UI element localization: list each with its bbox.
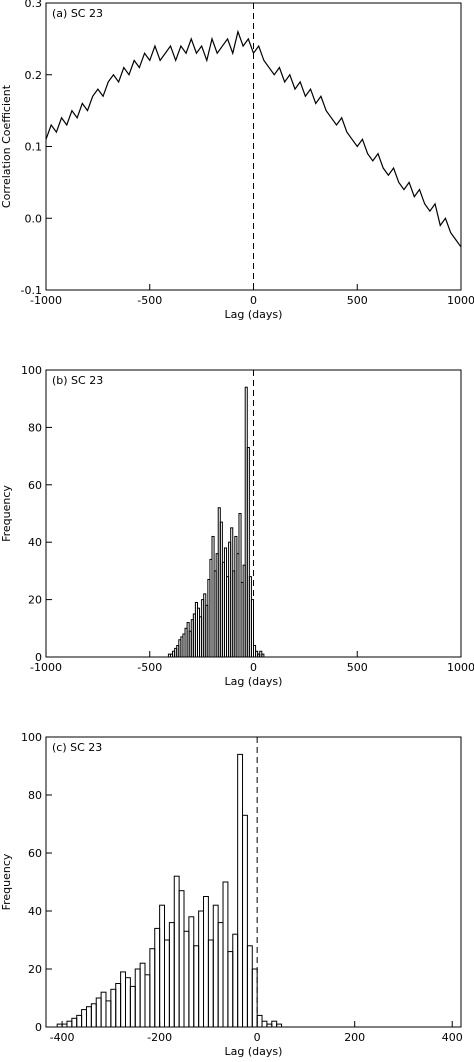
y-tick-label: 0.0 (25, 212, 43, 225)
x-tick-label: 500 (347, 661, 368, 674)
y-tick-label: 20 (28, 594, 42, 607)
x-tick-label: -1000 (30, 294, 62, 307)
y-tick-label: 60 (28, 847, 42, 860)
x-tick-label: 1000 (447, 661, 474, 674)
y-tick-label: 40 (28, 905, 42, 918)
histogram-bar (164, 939, 170, 1028)
histogram-bar (178, 890, 185, 1028)
data-line (45, 29, 462, 248)
y-tick-label: 100 (21, 731, 42, 744)
y-tick-label: 60 (28, 479, 42, 492)
histogram-bar (276, 1023, 283, 1028)
y-tick-label: 80 (28, 421, 42, 434)
histogram-bar (134, 968, 141, 1028)
panel-label: (c) SC 23 (52, 741, 102, 754)
histogram-bar (251, 968, 258, 1028)
panel-label: (a) SC 23 (52, 7, 103, 20)
x-axis-label: Lag (days) (225, 675, 283, 688)
histogram-bar (250, 599, 255, 658)
y-tick-label: -0.1 (21, 284, 42, 297)
plot-frame (45, 736, 462, 1028)
histogram-bar (188, 916, 195, 1028)
histogram-bar (193, 945, 200, 1028)
y-tick-label: 0 (35, 1021, 42, 1034)
histogram-bar (203, 896, 209, 1028)
x-tick-label: -500 (137, 661, 162, 674)
x-tick-label: 0 (254, 1031, 261, 1044)
y-tick-label: 20 (28, 963, 42, 976)
histogram-bar (100, 991, 107, 1028)
x-tick-label: 200 (344, 1031, 365, 1044)
y-axis-label: Frequency (0, 485, 13, 542)
histogram-bar (256, 1014, 263, 1028)
histogram-bar (144, 974, 151, 1028)
histogram-bar (66, 1020, 73, 1028)
x-axis-label: Lag (days) (225, 1045, 283, 1058)
histogram-bar (237, 753, 244, 1028)
histogram-bar (217, 922, 224, 1028)
histogram-bar (129, 985, 136, 1028)
histogram-bar (159, 904, 166, 1028)
histogram-bar (110, 988, 117, 1028)
histogram-bar (212, 904, 219, 1028)
x-tick-label: -400 (50, 1031, 75, 1044)
histogram-bar (120, 971, 126, 1028)
y-axis-label: Correlation Coefficient (0, 84, 13, 208)
histogram-bar (149, 948, 156, 1028)
histogram-bar (246, 945, 253, 1028)
histogram-bar (105, 1000, 112, 1028)
x-tick-label: 0 (250, 294, 257, 307)
histogram-bar (154, 927, 161, 1028)
x-tick-label: -500 (137, 294, 162, 307)
y-tick-label: 40 (28, 536, 42, 549)
histogram-bar (124, 977, 131, 1028)
y-axis-label: Frequency (0, 853, 13, 910)
histogram-bar (81, 1009, 87, 1028)
histogram-bar (266, 1023, 273, 1028)
x-tick-label: -1000 (30, 661, 62, 674)
x-tick-label: 1000 (447, 294, 474, 307)
histogram-bar (183, 930, 190, 1028)
histogram-bar (168, 922, 175, 1028)
histogram-bar (261, 653, 265, 658)
histogram-bar (95, 997, 102, 1028)
x-tick-label: 0 (250, 661, 257, 674)
y-tick-label: 80 (28, 789, 42, 802)
histogram-bar (173, 875, 180, 1028)
histogram-bar (56, 1023, 63, 1028)
histogram-bar (261, 1020, 268, 1028)
x-tick-label: -200 (147, 1031, 172, 1044)
histogram-bar (85, 1006, 92, 1028)
histogram-bar (115, 983, 122, 1028)
y-tick-label: 0.2 (25, 69, 43, 82)
panel-label: (b) SC 23 (52, 374, 103, 387)
histogram-bar (222, 881, 229, 1028)
histogram-bar (90, 1003, 97, 1028)
x-tick-label: 500 (347, 294, 368, 307)
histogram-bar (232, 933, 239, 1028)
histogram-bar (227, 951, 234, 1028)
histogram-bar (71, 1017, 78, 1028)
histogram-bar (198, 910, 205, 1028)
histogram-bar (139, 962, 146, 1028)
histogram-bar (271, 1020, 278, 1028)
histogram-bar (76, 1014, 83, 1028)
y-tick-label: 0.1 (25, 141, 43, 154)
histogram-bar (246, 446, 250, 658)
x-tick-label: 400 (442, 1031, 463, 1044)
y-tick-label: 0.3 (25, 0, 43, 10)
y-tick-label: 100 (21, 364, 42, 377)
y-tick-label: 0 (35, 651, 42, 664)
x-axis-label: Lag (days) (225, 308, 283, 321)
histogram-bar (207, 939, 214, 1028)
histogram-bar (242, 814, 248, 1028)
histogram-bar (61, 1023, 68, 1028)
